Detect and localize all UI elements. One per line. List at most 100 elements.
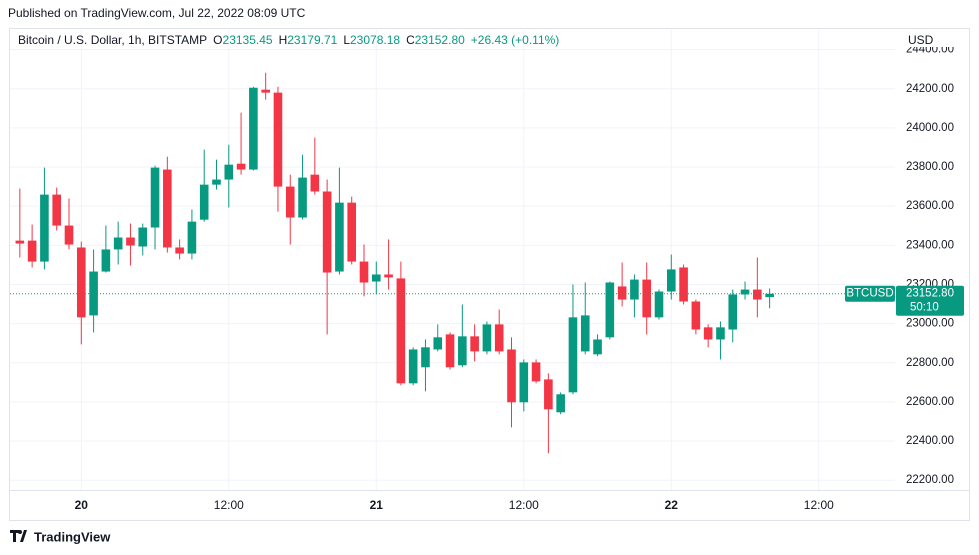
y-tick-label: 23600.00 — [906, 200, 954, 212]
candle-body — [187, 221, 197, 254]
candle-body — [138, 227, 148, 247]
y-tick-label: 24400.00 — [906, 44, 954, 56]
countdown: 50:10 — [910, 302, 939, 314]
candle-body — [175, 247, 184, 254]
candle-body — [654, 291, 664, 318]
candle-body — [482, 324, 492, 352]
candle-body — [126, 237, 135, 246]
candle-body — [249, 87, 258, 170]
candle-body — [89, 271, 98, 316]
candle-body — [753, 289, 762, 300]
symbol-label: BTCUSD — [846, 288, 893, 300]
candle-body — [531, 362, 541, 382]
ohlc-value: 23078.18 — [350, 33, 400, 47]
published-note: Published on TradingView.com, Jul 22, 20… — [8, 6, 306, 20]
ohlc-value: 23179.71 — [287, 33, 337, 47]
symbol-badge — [845, 285, 895, 302]
grid — [10, 30, 895, 490]
ohlc-letter: O — [213, 33, 222, 47]
candle-body — [765, 293, 774, 298]
y-tick-label: 23400.00 — [906, 239, 954, 251]
price-label: 23152.80 — [906, 288, 954, 300]
x-tick-label: 12:00 — [804, 498, 834, 512]
candle-body — [310, 174, 320, 192]
candle-body — [470, 336, 479, 352]
candle-body — [630, 279, 639, 300]
candle-body — [458, 336, 467, 366]
candle-body — [52, 194, 62, 226]
candle-body — [371, 274, 381, 282]
candle-body — [728, 294, 738, 330]
candle-body — [199, 184, 209, 220]
candle-body — [507, 349, 516, 403]
y-tick-label: 23000.00 — [906, 318, 954, 330]
currency-label: USD — [908, 33, 934, 47]
candle-body — [605, 282, 615, 338]
candle-body — [236, 163, 246, 170]
x-tick-label: 22 — [665, 498, 679, 512]
candle-body — [285, 186, 295, 218]
candle-body — [40, 194, 49, 262]
y-tick-label: 24000.00 — [906, 122, 954, 134]
candle-body — [27, 240, 37, 262]
candle-body — [617, 286, 627, 300]
y-tick-label: 22600.00 — [906, 396, 954, 408]
candle-body — [322, 191, 332, 273]
x-tick-label: 12:00 — [214, 498, 244, 512]
candle-body — [335, 202, 344, 272]
candle-body — [703, 327, 713, 340]
candle-body — [347, 202, 357, 262]
candle-body — [421, 347, 430, 368]
candle-body — [679, 267, 688, 302]
y-tick-label: 22400.00 — [906, 435, 954, 447]
ohlc-letter: H — [279, 33, 288, 47]
candle-body — [691, 301, 701, 330]
x-tick-label: 12:00 — [509, 498, 539, 512]
candle-body — [150, 167, 160, 228]
candle-body — [568, 317, 578, 393]
ohlc-letter: L — [343, 33, 350, 47]
y-tick-label: 22800.00 — [906, 357, 954, 369]
candle-body — [716, 327, 725, 340]
plot: 22200.00 22400.00 22600.00 22800.00 23000.00… — [10, 44, 954, 486]
tv-logo — [10, 530, 27, 542]
candle-body — [556, 394, 565, 413]
y-tick-label: 24200.00 — [906, 83, 954, 95]
candle-body — [359, 261, 369, 283]
candle-body — [666, 269, 676, 292]
candle-body — [212, 179, 221, 185]
candle-body — [593, 339, 602, 355]
candle-body — [494, 324, 504, 352]
candle-body — [642, 279, 652, 318]
candle-body — [433, 337, 443, 350]
y-tick-label: 22200.00 — [906, 474, 954, 486]
candle-body — [76, 247, 86, 318]
candle-body — [273, 92, 283, 187]
series-title: Bitcoin / U.S. Dollar, 1h, BITSTAMP — [18, 33, 207, 47]
ohlc-letter: C — [406, 33, 415, 47]
x-tick-label: 21 — [370, 498, 384, 512]
candle-body — [408, 349, 418, 384]
candle-body — [64, 225, 74, 245]
y-tick-label: 23800.00 — [906, 161, 954, 173]
chart-frame — [9, 28, 970, 521]
ohlc-value: 23152.80 — [415, 33, 465, 47]
candle-body — [224, 164, 234, 180]
candle-body — [740, 289, 750, 295]
candle-body — [384, 274, 393, 278]
price-badge — [896, 285, 964, 316]
candle-body — [519, 362, 529, 403]
candle-body — [298, 177, 307, 218]
candle-body — [445, 334, 455, 368]
brand: TradingView — [34, 529, 111, 544]
candle-body — [163, 169, 172, 248]
candle-body — [101, 249, 111, 272]
candle-body — [580, 315, 590, 352]
candle-body — [15, 240, 25, 244]
candle-body — [544, 379, 553, 410]
x-tick-label: 20 — [75, 498, 89, 512]
price-change: +26.43 (+0.11%) — [471, 33, 560, 47]
candle-body — [113, 237, 123, 250]
candle-body — [396, 278, 406, 384]
candle-body — [261, 89, 270, 93]
